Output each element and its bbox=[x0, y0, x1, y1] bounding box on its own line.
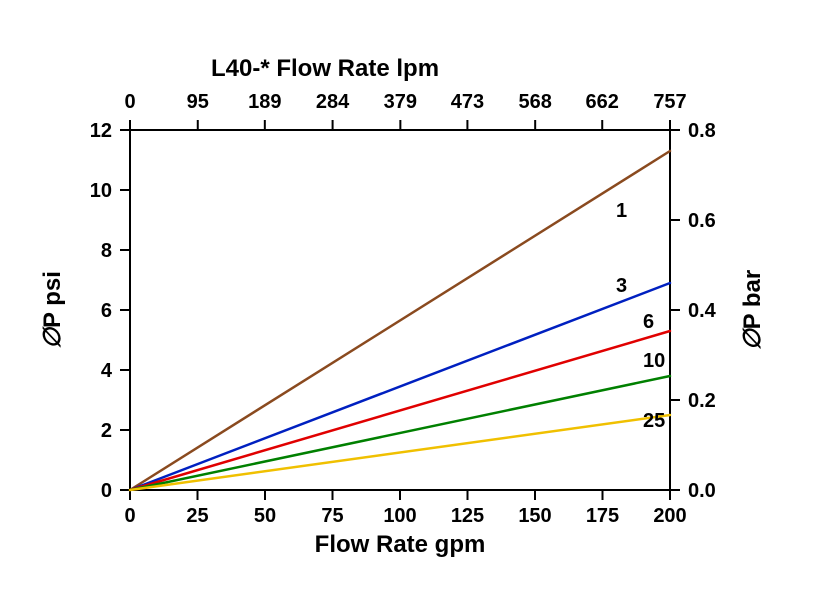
ytick-label-left: 4 bbox=[101, 360, 113, 382]
ytick-label-right: 0.2 bbox=[688, 390, 716, 412]
ytick-label-right: 0.0 bbox=[688, 480, 716, 502]
xtick-label-top: 284 bbox=[316, 91, 350, 113]
series-label-3: 3 bbox=[616, 275, 627, 297]
series-label-6: 6 bbox=[643, 311, 654, 333]
xtick-label-bottom: 200 bbox=[653, 505, 686, 527]
ytick-label-left: 2 bbox=[101, 420, 112, 442]
y-axis-label-left: ∅P psi bbox=[39, 271, 66, 349]
chart-container: 0255075100125150175200Flow Rate gpm09518… bbox=[0, 0, 828, 606]
y-axis-label-right: ∅P bar bbox=[739, 270, 766, 351]
ytick-label-right: 0.4 bbox=[688, 300, 717, 322]
xtick-label-top: 473 bbox=[451, 91, 484, 113]
ytick-label-left: 6 bbox=[101, 300, 112, 322]
xtick-label-top: 568 bbox=[518, 91, 551, 113]
xtick-label-top: 95 bbox=[187, 91, 209, 113]
ytick-label-left: 12 bbox=[90, 120, 112, 142]
ytick-label-right: 0.8 bbox=[688, 120, 716, 142]
xtick-label-top: 757 bbox=[653, 91, 686, 113]
xtick-label-bottom: 150 bbox=[518, 505, 551, 527]
flow-rate-chart: 0255075100125150175200Flow Rate gpm09518… bbox=[0, 0, 828, 606]
ytick-label-left: 0 bbox=[101, 480, 112, 502]
xtick-label-bottom: 125 bbox=[451, 505, 484, 527]
ytick-label-right: 0.6 bbox=[688, 210, 716, 232]
series-label-1: 1 bbox=[616, 200, 627, 222]
xtick-label-top: 0 bbox=[124, 91, 135, 113]
xtick-label-bottom: 50 bbox=[254, 505, 276, 527]
ytick-label-left: 8 bbox=[101, 240, 112, 262]
xtick-label-bottom: 75 bbox=[321, 505, 343, 527]
chart-title-top: L40-* Flow Rate lpm bbox=[211, 55, 439, 82]
xtick-label-top: 189 bbox=[248, 91, 281, 113]
xtick-label-top: 662 bbox=[586, 91, 619, 113]
xtick-label-bottom: 0 bbox=[124, 505, 135, 527]
xtick-label-bottom: 175 bbox=[586, 505, 619, 527]
ytick-label-left: 10 bbox=[90, 180, 112, 202]
xtick-label-bottom: 25 bbox=[186, 505, 208, 527]
series-label-10: 10 bbox=[643, 350, 665, 372]
xtick-label-bottom: 100 bbox=[383, 505, 416, 527]
series-label-25: 25 bbox=[643, 410, 665, 432]
x-axis-label-bottom: Flow Rate gpm bbox=[315, 531, 486, 558]
xtick-label-top: 379 bbox=[384, 91, 417, 113]
